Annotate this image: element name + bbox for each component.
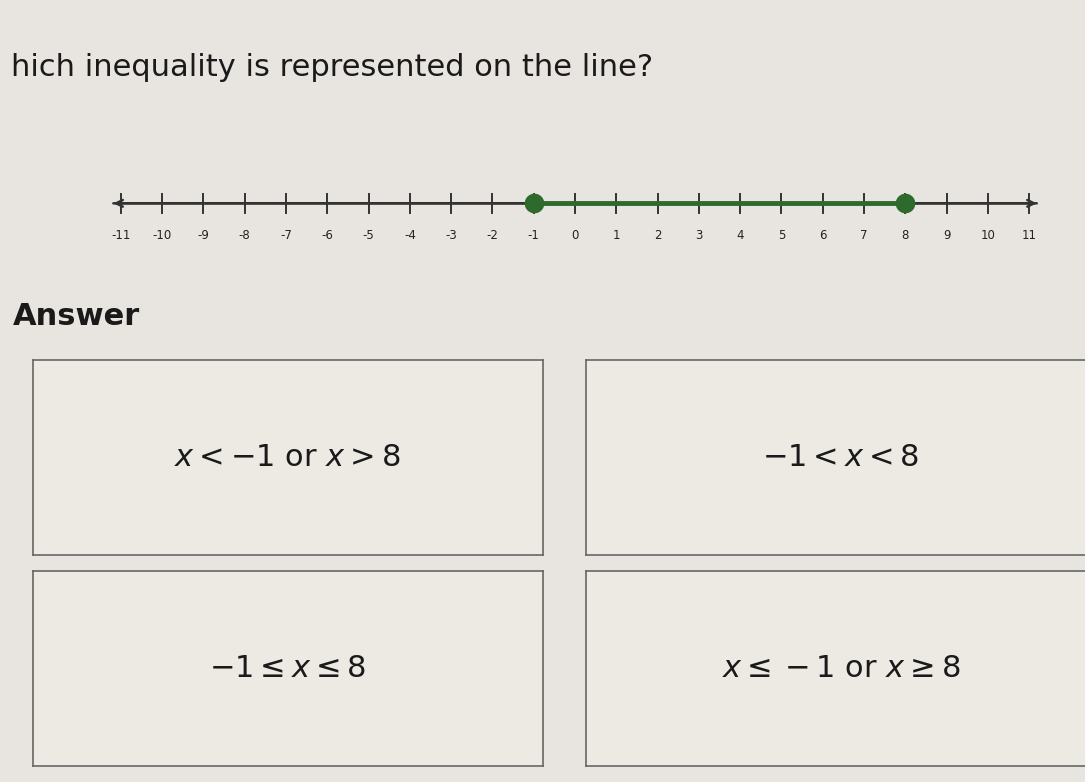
Text: 5: 5	[778, 229, 786, 242]
Text: -6: -6	[321, 229, 333, 242]
Text: -9: -9	[197, 229, 209, 242]
Text: -1: -1	[527, 229, 539, 242]
Text: -4: -4	[404, 229, 416, 242]
Text: 3: 3	[695, 229, 703, 242]
Text: $x \leq -1$ or $x \geq 8$: $x \leq -1$ or $x \geq 8$	[722, 654, 960, 683]
Text: hich inequality is represented on the line?: hich inequality is represented on the li…	[11, 52, 653, 82]
Text: 6: 6	[819, 229, 827, 242]
Text: -11: -11	[111, 229, 130, 242]
Text: 0: 0	[572, 229, 578, 242]
Text: 7: 7	[860, 229, 868, 242]
Text: $-1 < x < 8$: $-1 < x < 8$	[763, 443, 919, 472]
Text: -10: -10	[153, 229, 171, 242]
Text: -8: -8	[239, 229, 251, 242]
Text: 4: 4	[737, 229, 744, 242]
Point	[896, 197, 914, 210]
Text: -7: -7	[280, 229, 292, 242]
Point	[525, 197, 542, 210]
Text: -3: -3	[445, 229, 457, 242]
Text: 2: 2	[654, 229, 662, 242]
Text: Answer: Answer	[13, 302, 140, 332]
Text: $x < -1$ or $x > 8$: $x < -1$ or $x > 8$	[175, 443, 400, 472]
Text: $-1 \leq x \leq 8$: $-1 \leq x \leq 8$	[209, 654, 366, 683]
Text: 11: 11	[1022, 229, 1036, 242]
Text: 9: 9	[943, 229, 950, 242]
Text: -2: -2	[486, 229, 498, 242]
Text: 8: 8	[902, 229, 909, 242]
Text: 10: 10	[981, 229, 995, 242]
Text: -5: -5	[362, 229, 374, 242]
Text: 1: 1	[613, 229, 621, 242]
